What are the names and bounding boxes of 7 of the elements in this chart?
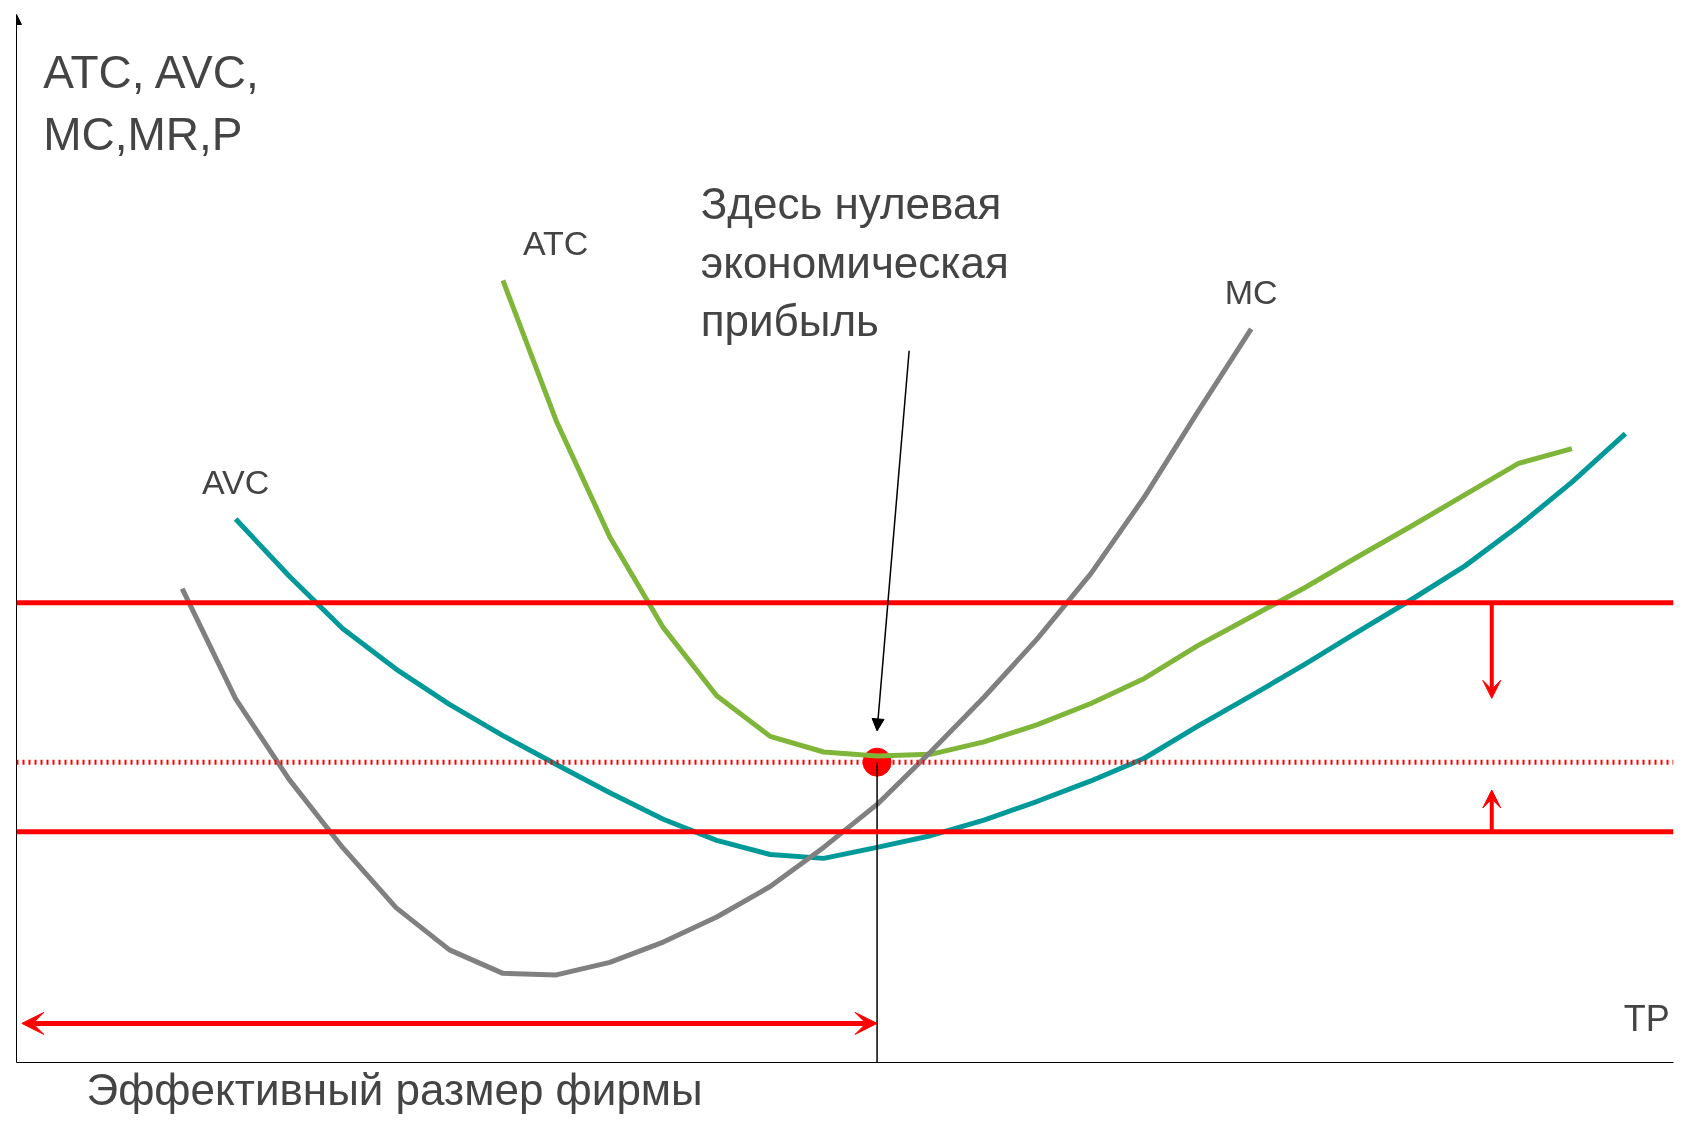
series-label: ATC	[522, 224, 589, 263]
annotation: Здесь нулевая экономическая прибыль	[700, 178, 1009, 346]
text: Эффективный размер фирмы	[86, 1064, 703, 1114]
series-label: AVC	[201, 462, 270, 501]
y-axis-title: ATC, AVC, MC,MR,P	[43, 45, 259, 161]
series-label: MC	[1224, 272, 1278, 311]
x-axis-title: TP	[1623, 998, 1670, 1040]
